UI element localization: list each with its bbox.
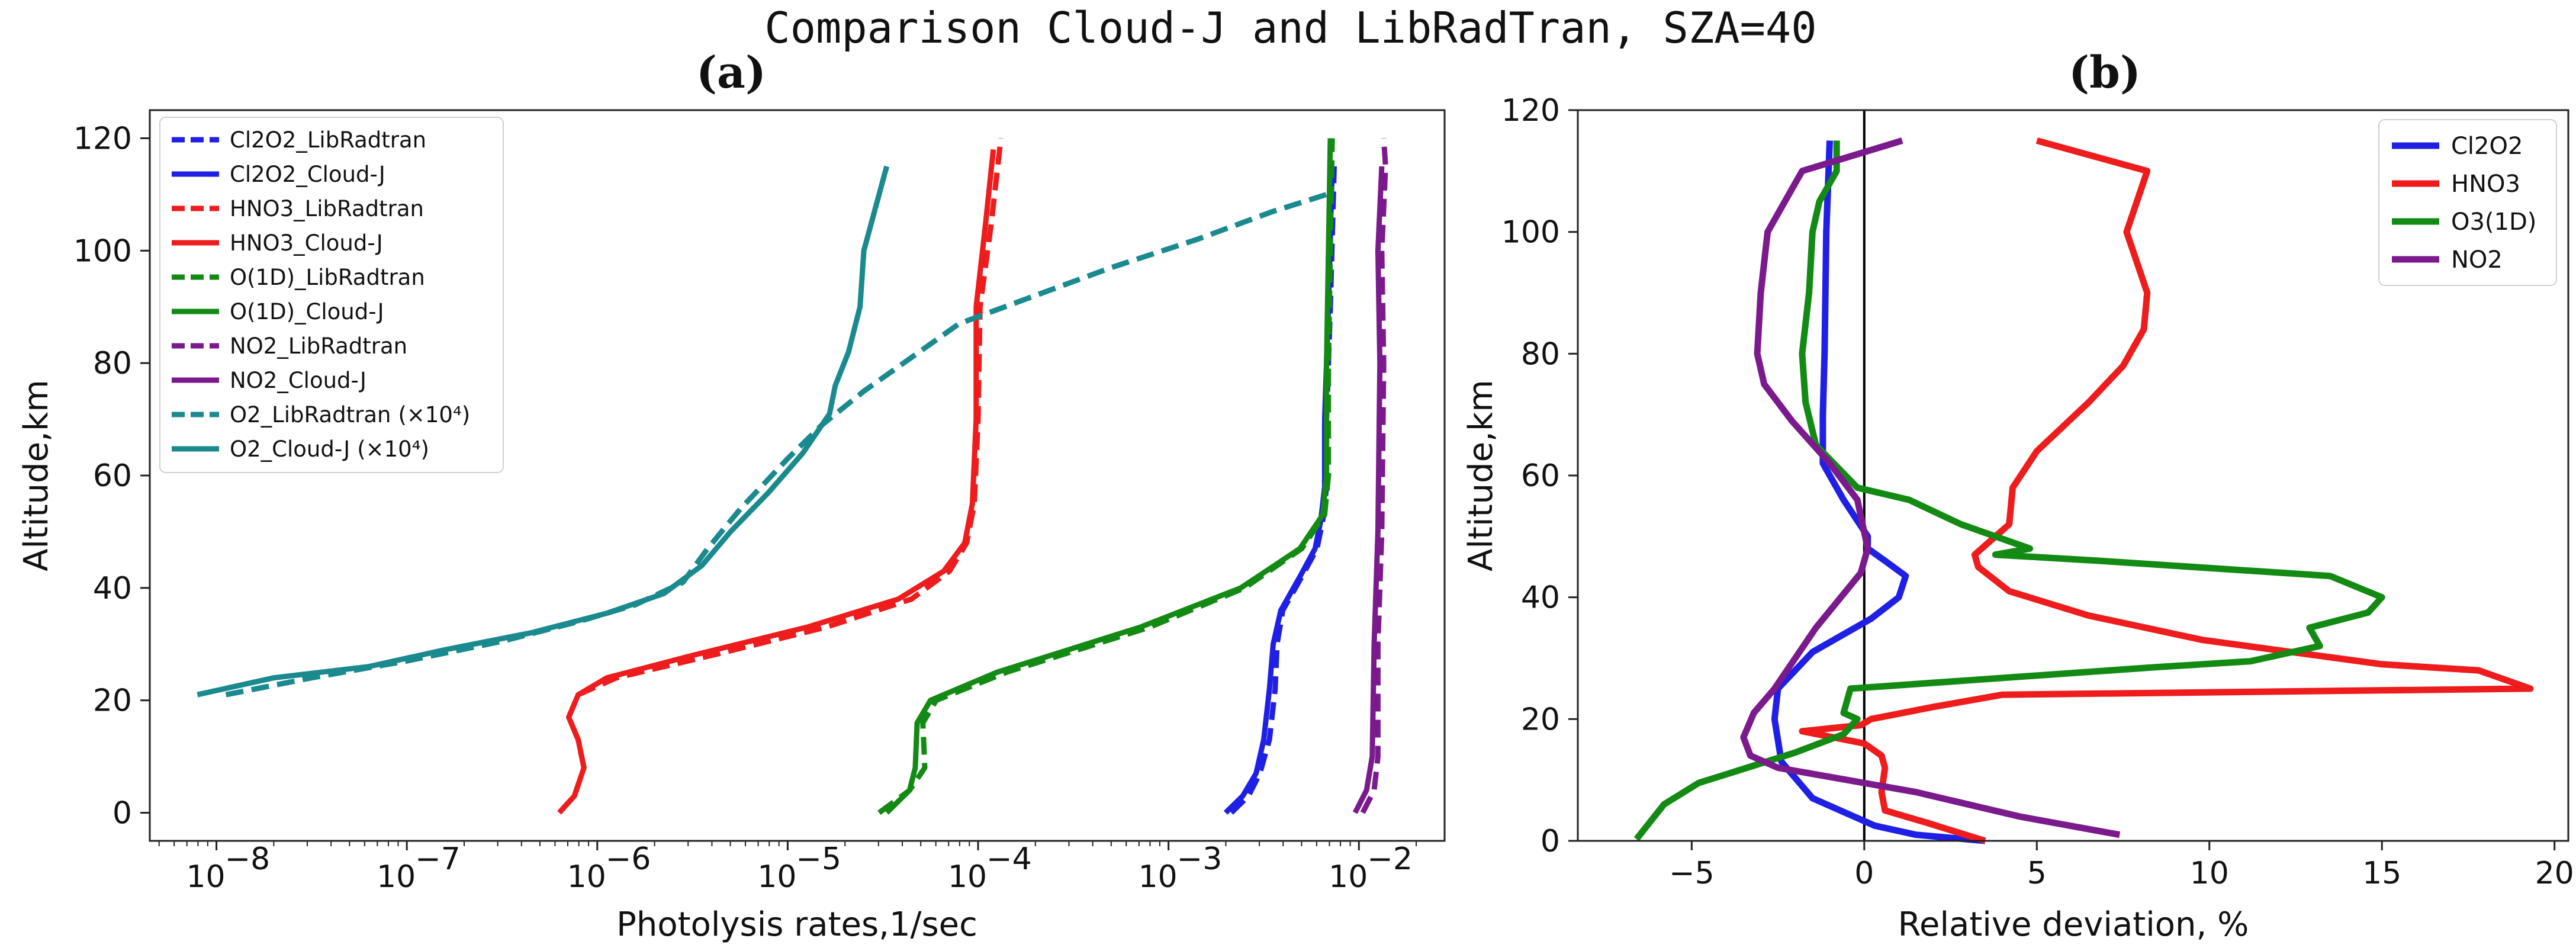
panel-a-xtick-exponent: −8 xyxy=(225,841,271,877)
panel-a-ytick-label: 80 xyxy=(93,346,132,381)
line-o-1d-cloud-j xyxy=(885,138,1333,815)
legend-box xyxy=(159,117,504,473)
legend-label-o3-1d: O3(1D) xyxy=(2451,208,2536,236)
legend-label-hno3-libradtran: HNO3_LibRadtran xyxy=(230,196,424,221)
panel-a-xtick-label: 10 xyxy=(377,859,416,895)
panel-a-xlabel: Photolysis rates,1/sec xyxy=(616,905,977,944)
panel-a-xtick-exponent: −3 xyxy=(1177,841,1223,877)
panel-b-ytick-label: 40 xyxy=(1521,580,1560,616)
line-no2-cloud-j xyxy=(1352,166,1385,814)
panel-a-label: (a) xyxy=(696,47,766,98)
legend-label-o-1d-libradtran: O(1D)_LibRadtran xyxy=(230,265,425,290)
legend-suffix-o2-libradtran: (×10⁴) xyxy=(398,402,470,428)
panel-b-ylabel: Altitude,km xyxy=(1462,380,1500,571)
line-hno3-cloud-j xyxy=(557,149,996,815)
legend-label-cl2o2-cloud-j: Cl2O2_Cloud-J xyxy=(230,162,385,187)
panel-a-xtick-label: 10 xyxy=(186,859,225,895)
legend-label-o2-libradtran: O2_LibRadtran xyxy=(230,402,391,428)
panel-a-xtick-label: 10 xyxy=(567,859,606,895)
legend-box xyxy=(2378,119,2557,286)
line-o2-cloud-j xyxy=(197,165,890,698)
panel-a-chart: 10−8 10−7 10−6 10−5 10−4 10−3 10−2 02040608010… xyxy=(17,109,1446,944)
panel-b-ytick-label: 20 xyxy=(1521,702,1560,737)
legend-label-o2-cloud-j: O2_Cloud-J xyxy=(230,436,350,462)
panel-a-ytick-label: 120 xyxy=(73,121,132,156)
legend-suffix-o2-cloud-j: (×10⁴) xyxy=(357,436,429,462)
legend-label-no2: NO2 xyxy=(2451,246,2503,274)
panel-b-legend: Cl2O2 HNO3 O3(1D) NO2 xyxy=(2378,119,2557,286)
panel-b-label: (b) xyxy=(2069,47,2141,98)
panel-a-xtick-label: 10 xyxy=(757,859,796,895)
legend-label-hno3-cloud-j: HNO3_Cloud-J xyxy=(230,230,383,256)
panel-a-ytick-label: 100 xyxy=(73,233,132,269)
line-o3-1d xyxy=(1633,140,2385,841)
panel-b-chart: −5 0 5 10 15 20 0 20 40 60 80 100 120 Relative devi… xyxy=(1462,93,2574,944)
panel-a-xtick-exponent: −6 xyxy=(606,841,651,877)
panel-a-legend: Cl2O2_LibRadtran Cl2O2_Cloud-J HNO3_LibRad… xyxy=(159,117,504,473)
panel-a-ytick-label: 60 xyxy=(93,458,132,494)
legend-label-no2-cloud-j: NO2_Cloud-J xyxy=(230,368,366,393)
panel-a-ytick-label: 20 xyxy=(93,683,132,719)
line-cl2o2-cloud-j xyxy=(1223,166,1335,815)
panel-b-xtick-label: 15 xyxy=(2362,856,2401,891)
panel-b-xtick-label: −5 xyxy=(1669,856,1715,891)
panel-a-ytick-label: 0 xyxy=(112,796,132,831)
panel-b-ytick-label: 100 xyxy=(1501,215,1560,250)
panel-b-xtick-label: 0 xyxy=(1854,856,1874,891)
panel-b-ytick-label: 60 xyxy=(1521,458,1560,494)
panel-a-xtick-label: 10 xyxy=(1139,859,1178,895)
panel-a-ylabel: Altitude,km xyxy=(17,380,56,571)
legend-label-no2-libradtran: NO2_LibRadtran xyxy=(230,333,407,359)
line-cl2o2 xyxy=(1771,140,1986,844)
panel-a-ytick-label: 40 xyxy=(93,571,132,606)
panel-a-xtick-label: 10 xyxy=(1329,859,1368,895)
panel-a-xtick-exponent: −5 xyxy=(796,841,841,877)
line-cl2o2-libradtran xyxy=(1229,166,1337,815)
panel-a-xtick-exponent: −4 xyxy=(986,841,1032,877)
panel-b-xtick-label: 5 xyxy=(2027,856,2047,891)
panel-a-xtick-label: 10 xyxy=(948,859,987,895)
panel-a-xtick-exponent: −2 xyxy=(1367,841,1413,877)
panel-b-xtick-label: 20 xyxy=(2535,856,2574,891)
line-no2-libradtran xyxy=(1360,138,1388,814)
line-o2-libradtran xyxy=(225,192,1327,698)
panel-a-xtick-exponent: −7 xyxy=(415,841,461,877)
panel-b-ytick-label: 80 xyxy=(1521,336,1560,372)
panel-b-xlabel: Relative deviation, % xyxy=(1898,905,2249,944)
panel-b-ytick-label: 120 xyxy=(1501,93,1560,128)
panel-b-xtick-label: 10 xyxy=(2190,856,2229,891)
legend-label-hno3: HNO3 xyxy=(2451,171,2520,198)
legend-label-cl2o2-libradtran: Cl2O2_LibRadtran xyxy=(230,127,426,153)
panel-b-ytick-label: 0 xyxy=(1541,824,1560,859)
figure-title: Comparison Cloud-J and LibRadTran, SZA=4… xyxy=(764,3,1816,53)
legend-label-o-1d-cloud-j: O(1D)_Cloud-J xyxy=(230,299,384,325)
line-no2 xyxy=(1740,137,2121,838)
legend-label-cl2o2: Cl2O2 xyxy=(2451,133,2523,160)
